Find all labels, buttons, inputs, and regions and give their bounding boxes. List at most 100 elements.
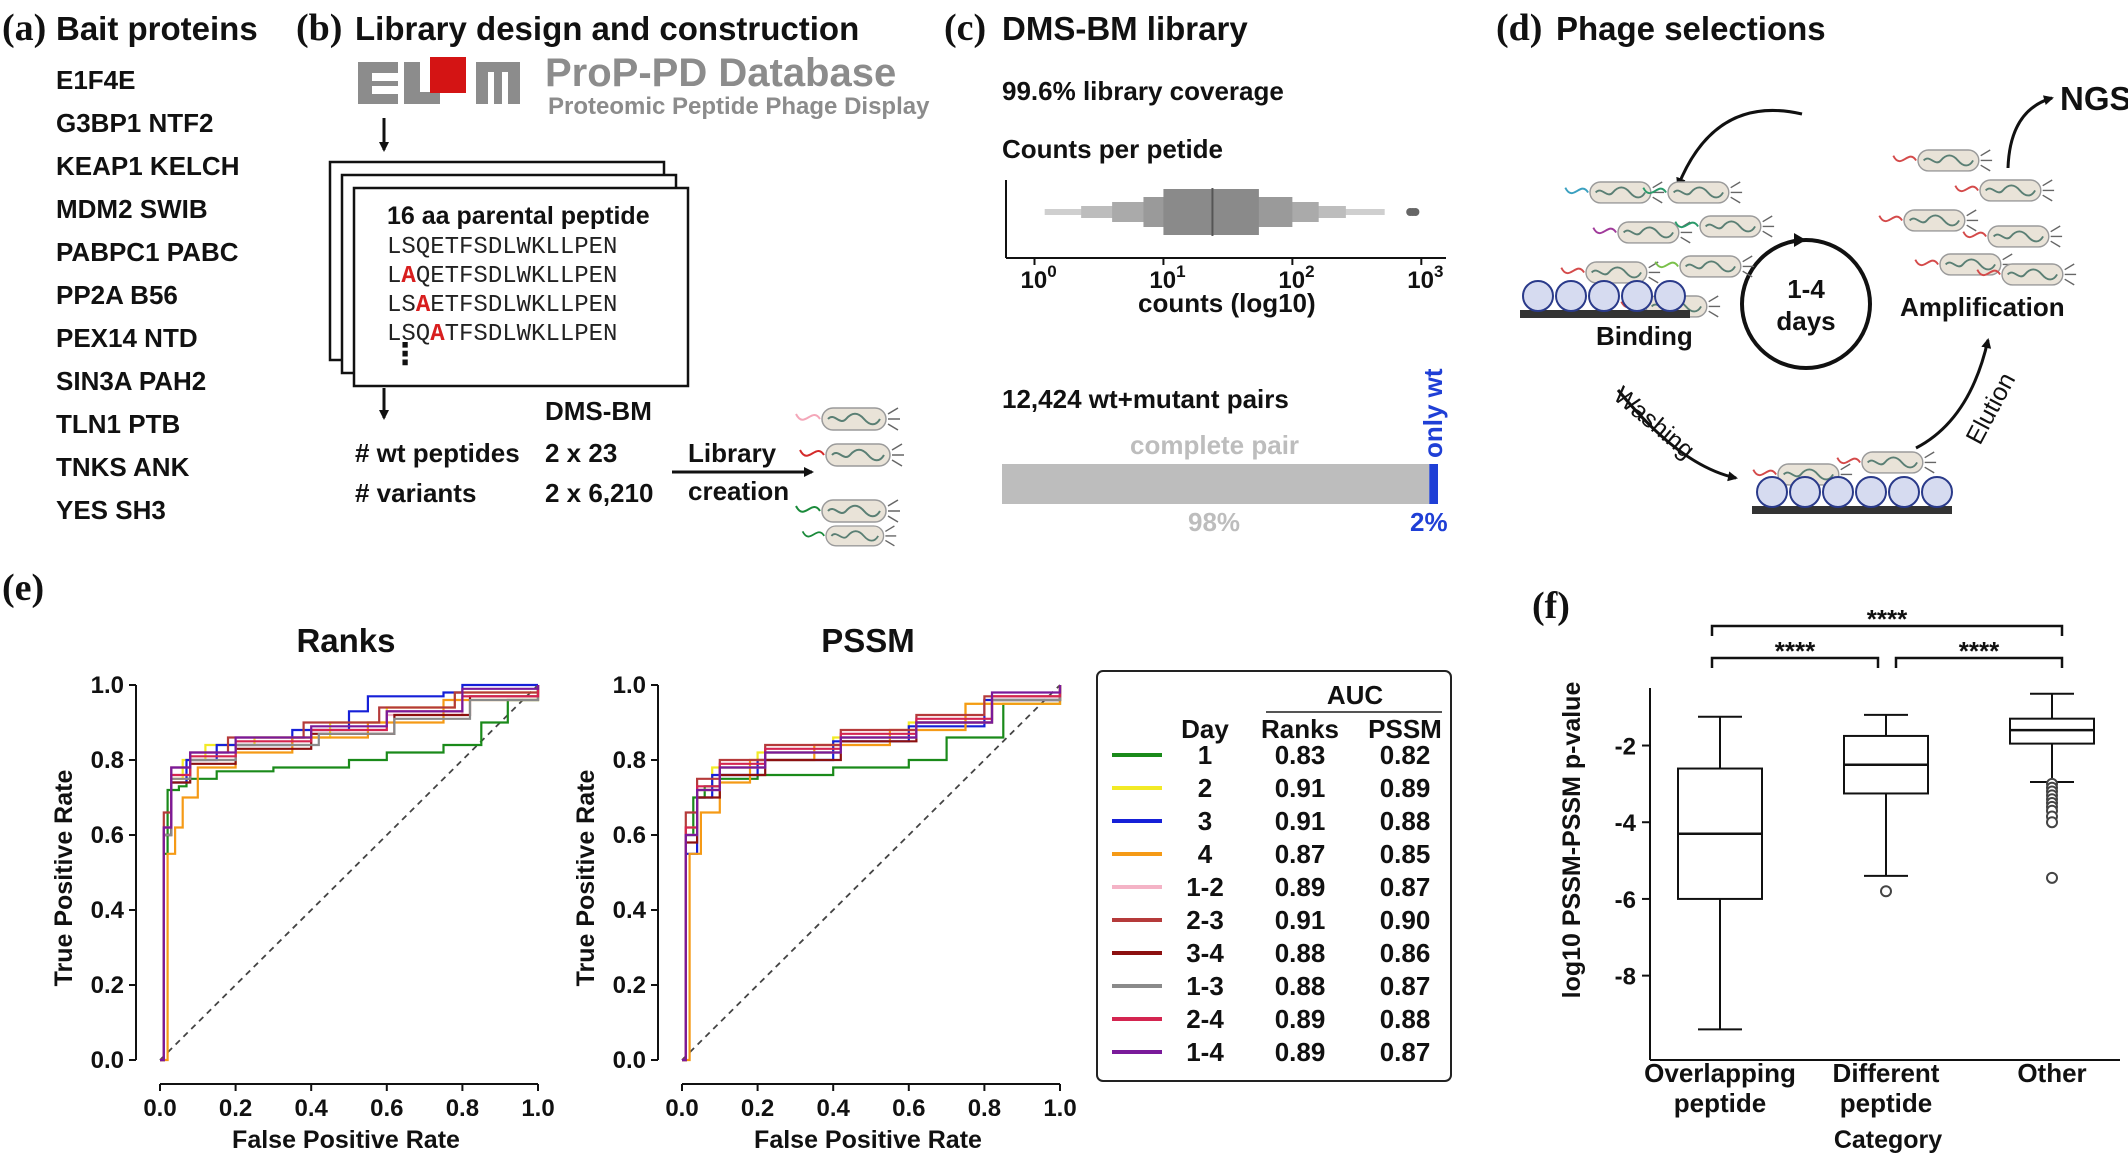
roc-y-tick-label: 0.4 [91, 897, 125, 924]
bait-protein-list: E1F4E G3BP1 NTF2 KEAP1 KELCH MDM2 SWIB PABPC… [56, 65, 239, 525]
peptide-suffix: TFSDLWKLLPEN [445, 321, 618, 348]
legend-auc-ranks: 0.91 [1275, 806, 1326, 836]
phage-particle [1976, 263, 2077, 286]
target-protein [1555, 280, 1587, 312]
phage-tail [1954, 185, 1979, 193]
phage-particle [795, 407, 900, 431]
phage-tail [1564, 187, 1589, 195]
peptide-variant-list: LSQETFSDLWKLLPENLAQETFSDLWKLLPENLSAETFSD… [387, 234, 617, 348]
legend-auc-pssm: 0.87 [1380, 872, 1431, 902]
boxplot-y-tick-label: -6 [1615, 887, 1636, 914]
legend-day: 1-2 [1186, 872, 1224, 902]
phage-fibers [1762, 215, 1775, 238]
roc-series-line [160, 685, 540, 1062]
roc-y-tick-label: 1.0 [613, 672, 646, 699]
phage-dna [827, 504, 881, 518]
roc-x-tick-label: 0.4 [817, 1095, 851, 1122]
arrow-label-library: Library [688, 438, 777, 468]
arrow-amplification-to-binding [1676, 109, 1803, 188]
peptide-prefix: LSQ [387, 321, 430, 348]
complete-pair-percent: 98% [1188, 507, 1240, 537]
sig-label-1-2: **** [1775, 636, 1816, 666]
panel-d: (d) Phage selections 1-4 days NGS Bindin… [1496, 7, 2128, 514]
tick-exponent: 0 [1047, 262, 1056, 281]
counts-xlabel: counts (log10) [1138, 288, 1316, 318]
tick-exponent: 2 [1305, 262, 1314, 281]
table-row-1-label: # wt peptides [355, 438, 520, 468]
category-overlapping-line1: Overlapping [1644, 1058, 1796, 1088]
sig-bracket-1-3 [1710, 624, 2064, 636]
panel-a-letter: (a) [2, 7, 46, 49]
peptide-mutation: A [430, 321, 445, 348]
legend-auc-ranks: 0.91 [1275, 905, 1326, 935]
phage-dna [1922, 154, 1974, 167]
pairs-stacked-bar [1002, 464, 1438, 504]
phage-capsid [1861, 451, 1924, 474]
phage-capsid [1979, 179, 2042, 202]
peptide-sequence: LSAETFSDLWKLLPEN [387, 292, 617, 319]
peptide-prefix: LSQETFSDLWKLLPEN [387, 234, 617, 261]
roc-y-tick-label: 0.2 [91, 972, 124, 999]
legend-auc-ranks: 0.87 [1275, 839, 1326, 869]
legend-day: 2-4 [1186, 1004, 1224, 1034]
panel-a: (a) Bait proteins E1F4E G3BP1 NTF2 KEAP1 K… [2, 7, 258, 525]
phage-capsid [1617, 221, 1680, 244]
roc-ranks-title: Ranks [296, 622, 395, 659]
only-wt-bar [1429, 464, 1438, 504]
bait-protein-item: TNKS ANK [56, 452, 190, 482]
panel-e-letter: (e) [2, 567, 44, 609]
boxplot-xlabel: Category [1834, 1126, 1942, 1154]
phage-dna [1684, 260, 1736, 273]
elm-logo-gap-1 [372, 73, 398, 81]
roc-y-tick-label: 0.0 [613, 1047, 646, 1074]
phage-tail [1878, 215, 1903, 223]
phage-particle [1560, 261, 1661, 284]
legend-day: 3-4 [1186, 938, 1224, 968]
phage-particle [1592, 221, 1693, 244]
table-row-2-value: 2 x 6,210 [545, 478, 653, 508]
phage-dna [827, 412, 881, 426]
phage-dna [1866, 456, 1918, 469]
panel-d-letter: (d) [1496, 7, 1542, 49]
roc-series-line [160, 685, 540, 1062]
target-protein [1588, 280, 1620, 312]
amplification-label: Amplification [1900, 292, 2065, 322]
ngs-label: NGS [2060, 80, 2128, 117]
panel-b-title: Library design and construction [355, 10, 859, 47]
phage-capsid [1585, 261, 1648, 284]
phage-dna [1984, 184, 2036, 197]
roc-pssm-ylabel: True Positive Rate [572, 770, 600, 987]
target-protein [1888, 476, 1920, 508]
roc-y-tick-label: 0.4 [613, 897, 647, 924]
legend-auc-pssm: 0.89 [1380, 773, 1431, 803]
peptide-card [352, 186, 690, 388]
phage-capsid [1699, 215, 1762, 238]
legend-auc-pssm: 0.82 [1380, 740, 1431, 770]
roc-diagonal [681, 684, 1061, 1061]
bait-protein-item: G3BP1 NTF2 [56, 108, 214, 138]
roc-y-tick-label: 0.0 [91, 1047, 124, 1074]
phage-tail [1592, 227, 1617, 235]
phage-capsid [825, 443, 891, 467]
boxplot-ylabel: log10 PSSM-PSSM p-value [1558, 682, 1586, 999]
peptide-sequence: LSQATFSDLWKLLPEN [387, 321, 617, 348]
arrow-to-ngs [2006, 95, 2054, 169]
phage-fibers [2050, 225, 2063, 248]
legend-pssm-header: PSSM [1368, 714, 1442, 744]
sig-label-1-3: **** [1867, 604, 1908, 634]
boxplot-outlier [2046, 871, 2058, 884]
phage-capsid [821, 407, 887, 431]
boxplot-outlier [1880, 885, 1892, 898]
roc-x-tick-label: 0.2 [219, 1095, 252, 1122]
phage-fibers [1980, 149, 1993, 172]
roc-chart-ranks: 0.0 0.0 0.2 0.2 0.4 0.4 0.6 0.6 0.8 0.8 1.0 1.0 [91, 672, 555, 1122]
panel-e: (e) Ranks PSSM 0.00.00.20.20.40.40.60.60… [2, 567, 1452, 1154]
phage-capsid [821, 499, 887, 523]
washing-label: Washing [1608, 381, 1700, 464]
counts-tick-label: 102 [1278, 262, 1314, 294]
phage-fibers [1730, 181, 1743, 204]
binding-label: Binding [1596, 321, 1693, 351]
legend-auc-pssm: 0.86 [1380, 938, 1431, 968]
roc-y-tick-label: 0.6 [91, 822, 124, 849]
